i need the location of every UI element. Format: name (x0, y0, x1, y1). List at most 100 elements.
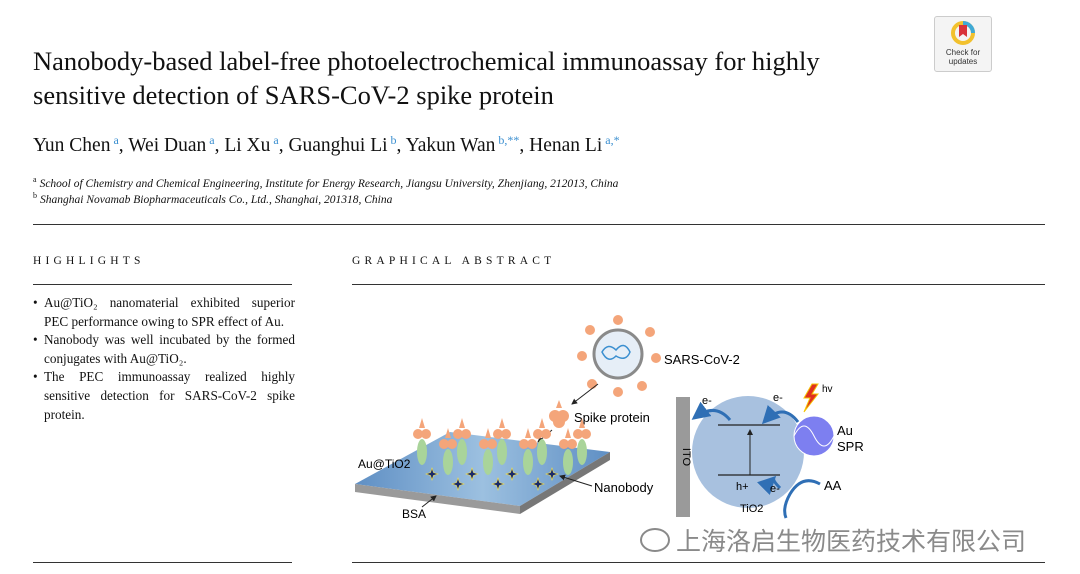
spike-mark (533, 429, 543, 439)
author-name[interactable]: Wei Duan (128, 135, 207, 156)
watermark: 上海洛启生物医药技术有限公司 (640, 528, 1026, 556)
spike-mark (565, 428, 571, 438)
label-aa: AA (824, 478, 842, 493)
abstract-bottom-divider (352, 562, 1045, 563)
spike-mark (499, 418, 505, 428)
bsa-mark (491, 477, 505, 491)
nanobody-mark (483, 449, 493, 475)
spike-mark (541, 429, 551, 439)
spike-mark (419, 418, 425, 428)
highlights-bottom-divider (33, 562, 292, 563)
highlights-list: Au@TiO₂ nanomaterial exhibited superior … (33, 294, 295, 424)
check-updates-line1: Check for (945, 48, 981, 57)
highlights-divider (33, 284, 292, 285)
author-name[interactable]: Henan Li (529, 135, 603, 156)
highlight-item: Au@TiO₂ nanomaterial exhibited superior … (33, 294, 295, 331)
label-au: Au (837, 423, 853, 438)
bsa-mark (465, 467, 479, 481)
label-hv: hv (822, 384, 833, 395)
paper-title: Nanobody-based label-free photoelectroch… (33, 46, 820, 110)
label-virus: SARS-CoV-2 (664, 352, 740, 367)
spike-mark (559, 439, 569, 449)
author-name[interactable]: Yakun Wan (405, 135, 496, 156)
affiliation-text: Shanghai Novamab Biopharmaceuticals Co.,… (40, 193, 393, 206)
virus-graphic (577, 315, 661, 397)
affiliation-marker: b (33, 191, 37, 200)
spike-mark (527, 439, 537, 449)
check-updates-line2: updates (948, 57, 978, 66)
label-tio2: TiO2 (740, 503, 763, 515)
spike-mark (459, 418, 465, 428)
spike-mark (539, 418, 545, 428)
highlight-item: The PEC immunoassay realized highly sens… (33, 368, 295, 424)
bsa-mark (451, 477, 465, 491)
nanobody-mark (497, 439, 507, 465)
check-for-updates-badge[interactable]: Check for updates (934, 16, 992, 72)
nanobody-mark (577, 439, 587, 465)
graphical-abstract-heading: GRAPHICAL ABSTRACT (352, 255, 556, 267)
affiliation-a: a School of Chemistry and Chemical Engine… (33, 175, 618, 190)
affiliation-marker: a (33, 175, 37, 184)
author-affiliation-marker[interactable]: b,** (498, 133, 520, 147)
spike-mark (447, 439, 457, 449)
watermark-text: 上海洛启生物医药技术有限公司 (676, 528, 1027, 556)
bsa-mark (545, 467, 559, 481)
author-affiliation-marker[interactable]: a (209, 133, 215, 147)
spike-mark (479, 439, 489, 449)
spike-mark (487, 439, 497, 449)
highlights-heading: HIGHLIGHTS (33, 255, 145, 267)
spike-mark (439, 439, 449, 449)
author-affiliation-marker[interactable]: a (113, 133, 119, 147)
spike-mark (519, 439, 529, 449)
author-affiliation-marker[interactable]: a,* (605, 133, 620, 147)
author-name[interactable]: Yun Chen (33, 135, 111, 156)
spike-mark (421, 429, 431, 439)
label-substrate: Au@TiO2 (358, 457, 411, 471)
wechat-icon (640, 528, 670, 552)
label-electron-2: e- (773, 392, 783, 404)
spike-mark (579, 418, 585, 428)
label-spike-protein: Spike protein (574, 410, 650, 425)
spike-mark (573, 429, 583, 439)
nanobody-mark (417, 439, 427, 465)
spike-mark (525, 428, 531, 438)
light-bolt-icon (803, 383, 820, 413)
author-name[interactable]: Guanghui Li (288, 135, 388, 156)
spike-mark (461, 429, 471, 439)
spike-mark (567, 439, 577, 449)
label-spr: SPR (837, 439, 864, 454)
graphical-abstract-figure: SARS-CoV-2 Spike protein Au@TiO2 BSA Nan… (355, 315, 864, 521)
bsa-mark (531, 477, 545, 491)
spike-mark (445, 428, 451, 438)
label-electron-1: e- (702, 395, 712, 407)
author-name[interactable]: Li Xu (224, 135, 271, 156)
spike-mark (453, 429, 463, 439)
label-bsa: BSA (402, 507, 426, 521)
nanobody-mark (443, 449, 453, 475)
affiliation-text: School of Chemistry and Chemical Enginee… (39, 177, 619, 190)
graphical-abstract-divider (352, 284, 1045, 285)
label-electron-3: e- (770, 483, 780, 495)
nanobody-mark (563, 449, 573, 475)
affiliation-b: b Shanghai Novamab Biopharmaceuticals Co.… (33, 191, 392, 206)
spike-mark (485, 428, 491, 438)
label-ito: ITO (680, 448, 692, 467)
nanobody-mark (537, 439, 547, 465)
spike-mark (493, 429, 503, 439)
header-divider (33, 224, 1045, 225)
ito-electrode (676, 397, 690, 517)
label-hole: h+ (736, 481, 749, 493)
spike-mark (413, 429, 423, 439)
spike-mark (501, 429, 511, 439)
spike-mark (581, 429, 591, 439)
author-affiliation-marker[interactable]: b (390, 133, 397, 147)
check-updates-icon (951, 21, 975, 45)
label-nanobody: Nanobody (594, 480, 654, 495)
highlight-item: Nanobody was well incubated by the forme… (33, 331, 295, 368)
bsa-mark (425, 467, 439, 481)
bsa-mark (505, 467, 519, 481)
author-list: Yun Chen a, Wei Duan a, Li Xu a, Guanghui L… (33, 133, 620, 156)
nanobody-array (413, 418, 591, 491)
spike-protein-graphic (549, 400, 569, 428)
author-affiliation-marker[interactable]: a (273, 133, 279, 147)
